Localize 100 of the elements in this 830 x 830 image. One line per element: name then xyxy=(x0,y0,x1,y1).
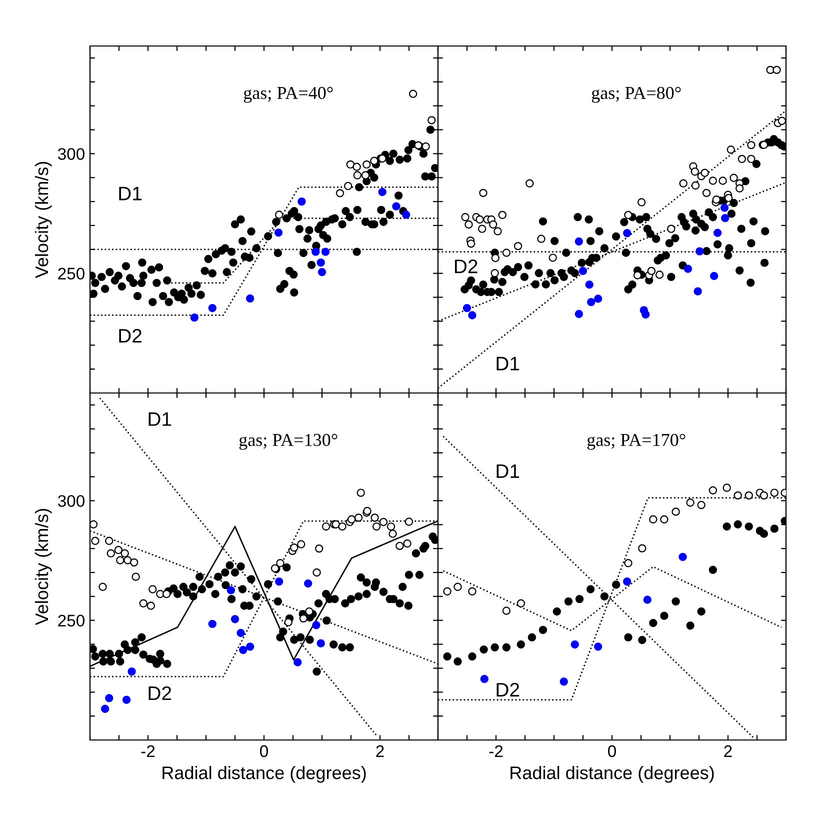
point xyxy=(690,168,700,176)
point xyxy=(132,572,140,581)
y-axis-title: Velocity (km/s) xyxy=(34,508,52,626)
point xyxy=(106,549,115,558)
point xyxy=(600,592,609,601)
point xyxy=(730,174,738,182)
point xyxy=(642,310,650,319)
point xyxy=(379,518,388,526)
point xyxy=(734,520,742,528)
point xyxy=(461,213,470,222)
point xyxy=(660,515,668,524)
point xyxy=(691,181,700,190)
x-axis-title: Radial distance (degrees) xyxy=(162,766,366,783)
point xyxy=(649,618,658,628)
point xyxy=(667,224,676,233)
text: gas; PA=40° xyxy=(244,86,333,103)
point xyxy=(354,514,363,522)
point xyxy=(710,272,718,280)
point xyxy=(560,678,568,686)
point xyxy=(570,640,579,649)
x-tick-label: -2 xyxy=(141,745,155,757)
point xyxy=(686,622,694,630)
point xyxy=(726,146,735,154)
point xyxy=(239,646,248,654)
point xyxy=(638,544,646,552)
point xyxy=(98,582,107,591)
point xyxy=(305,607,314,616)
point xyxy=(90,520,98,528)
point xyxy=(478,224,486,233)
point xyxy=(284,618,292,626)
point xyxy=(290,544,298,552)
point xyxy=(370,514,379,522)
point xyxy=(594,294,602,303)
point xyxy=(514,242,522,250)
point xyxy=(655,270,664,279)
point xyxy=(312,248,320,256)
point xyxy=(353,171,362,180)
point xyxy=(139,599,148,608)
text: gas; PA=170° xyxy=(587,434,686,450)
point xyxy=(362,160,371,169)
point xyxy=(697,607,706,616)
point xyxy=(724,194,733,202)
point xyxy=(516,599,526,608)
point xyxy=(643,596,652,604)
point xyxy=(479,188,488,198)
point xyxy=(694,287,702,296)
point xyxy=(624,559,632,568)
point xyxy=(468,652,476,661)
point xyxy=(230,615,240,624)
point xyxy=(120,549,129,558)
y-tick-label: 300 xyxy=(58,495,84,507)
point xyxy=(114,546,123,554)
point xyxy=(298,197,306,206)
point xyxy=(372,522,381,531)
point xyxy=(100,704,110,713)
point xyxy=(116,556,124,564)
point xyxy=(361,171,370,180)
point xyxy=(408,90,418,98)
point xyxy=(736,184,744,192)
point xyxy=(574,237,584,246)
text: gas; PA=80° xyxy=(592,86,681,103)
point xyxy=(352,162,361,171)
point xyxy=(587,298,596,306)
point xyxy=(744,522,753,531)
point xyxy=(321,248,330,256)
point xyxy=(612,580,620,589)
point xyxy=(770,488,778,497)
point xyxy=(396,542,404,550)
point xyxy=(672,508,680,516)
point xyxy=(498,210,506,220)
point xyxy=(304,579,312,588)
point xyxy=(490,643,499,652)
y-tick-label: 300 xyxy=(58,148,84,160)
point xyxy=(464,220,473,229)
point xyxy=(502,248,511,257)
point xyxy=(638,636,646,644)
annotation: D1 xyxy=(496,356,520,370)
point xyxy=(462,304,472,312)
point xyxy=(315,544,324,553)
point xyxy=(148,585,157,594)
point xyxy=(564,597,573,606)
point xyxy=(489,220,498,229)
point xyxy=(190,314,198,322)
point xyxy=(490,269,499,278)
annotation: D1 xyxy=(119,186,142,200)
point xyxy=(402,210,410,219)
point xyxy=(476,215,484,224)
point xyxy=(649,515,658,524)
point xyxy=(322,522,330,531)
point xyxy=(747,154,756,164)
point xyxy=(686,498,694,507)
annotation: D2 xyxy=(455,260,478,274)
point xyxy=(679,179,688,188)
annotation: D2 xyxy=(119,328,142,343)
point xyxy=(105,536,114,545)
y-tick-label: 250 xyxy=(58,614,84,627)
point xyxy=(528,633,536,642)
point xyxy=(624,633,632,642)
point xyxy=(702,188,711,198)
point xyxy=(734,491,742,500)
